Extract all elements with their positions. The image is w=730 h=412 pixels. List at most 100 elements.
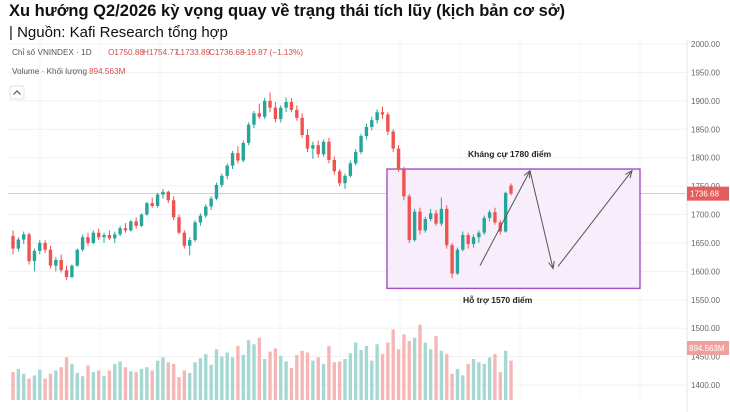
volume-bar [166, 362, 170, 400]
volume-bar [461, 375, 465, 400]
candle-body [364, 126, 369, 137]
y-tick-label: 1800.00 [691, 154, 720, 163]
candle-body [86, 237, 90, 243]
candle-body [171, 200, 176, 218]
volume-bar [503, 350, 508, 400]
candle-body [91, 232, 96, 243]
candle-body [386, 114, 390, 132]
candle-body [503, 192, 508, 232]
candle-body [22, 234, 26, 240]
volume-bar [305, 352, 310, 400]
candle-body [455, 249, 460, 274]
volume-bar [86, 365, 90, 400]
volume-bar [354, 342, 358, 400]
volume-bar [113, 363, 117, 400]
volume-bar [54, 370, 58, 400]
candle-body [380, 112, 385, 115]
candle-body [461, 234, 465, 250]
volume-bar [418, 324, 422, 400]
candle-body [509, 185, 513, 194]
candle-body [370, 120, 374, 127]
volume-bar [177, 377, 181, 400]
candle-body [59, 259, 63, 271]
candle-body [64, 270, 69, 278]
legend-open: O1750.88 [108, 48, 144, 57]
candle-body [193, 222, 197, 241]
candle-body [279, 107, 283, 120]
volume-bar [161, 357, 165, 400]
volume-bar [493, 354, 497, 400]
volume-bar [198, 358, 203, 400]
candle-body [295, 109, 299, 118]
volume-bar [246, 340, 251, 400]
volume-bar [284, 361, 288, 400]
legend-close: C1736.68 [209, 48, 245, 57]
volume-bar [471, 359, 476, 400]
candle-body [332, 159, 336, 172]
volume-bar [375, 344, 379, 400]
candle-body [11, 236, 15, 249]
volume-bar [262, 359, 267, 400]
legend-high: H1754.77 [143, 48, 179, 57]
candle-body [230, 153, 235, 166]
legend-low: L1733.89 [176, 48, 211, 57]
volume-bar [359, 349, 363, 400]
support-label: Hỗ trợ 1570 điểm [463, 295, 533, 305]
volume-bar [386, 342, 390, 400]
candle-body [16, 239, 21, 249]
candle-body [262, 100, 267, 117]
candle-body [32, 250, 37, 262]
candle-body [450, 245, 454, 274]
volume-bar [241, 354, 245, 400]
collapse-legend-button[interactable] [9, 85, 25, 100]
volume-bar [321, 363, 326, 400]
volume-bar [171, 363, 176, 400]
volume-bar [134, 372, 138, 400]
last-price-tag: 1736.68 [687, 186, 729, 201]
volume-bar [445, 354, 449, 400]
arrow-up-to-resistance [479, 171, 530, 266]
candle-body [198, 215, 203, 223]
volume-bar [59, 367, 63, 400]
arrow-down-to-support [529, 170, 553, 269]
volume-bar [466, 363, 470, 400]
y-tick-label: 1750.00 [691, 182, 720, 191]
candle-body [220, 175, 224, 185]
volume-bar [64, 357, 69, 400]
volume-bar [268, 351, 272, 400]
legend-change: −19.87 (−1.13%) [242, 48, 303, 57]
y-tick-label: 1900.00 [691, 97, 720, 106]
candle-body [161, 191, 165, 195]
volume-bar [364, 345, 369, 400]
consolidation-zone [386, 168, 641, 290]
candle-body [38, 242, 42, 251]
candle-body [129, 221, 133, 231]
candle-body [337, 171, 342, 184]
candle-body [96, 232, 101, 238]
y-tick-label: 1400.00 [691, 381, 720, 390]
candle-body [428, 213, 433, 220]
candle-body [113, 234, 117, 239]
volume-bar [102, 376, 106, 400]
legend-volume-value: 894.563M [89, 67, 126, 76]
volume-bar [343, 359, 347, 400]
volume-bar [107, 370, 112, 400]
volume-bar [209, 364, 213, 400]
volume-bar [11, 372, 15, 400]
candle-body [434, 213, 438, 224]
volume-bar [16, 368, 21, 400]
candle-body [305, 134, 310, 149]
candle-body [354, 151, 358, 164]
volume-bar [311, 360, 315, 400]
last-volume-label: 894.563M [689, 344, 725, 353]
volume-bar [43, 378, 47, 400]
volume-bar [182, 370, 187, 400]
candle-body [466, 234, 470, 245]
y-tick-label: 1600.00 [691, 267, 720, 276]
candle-body [43, 242, 47, 250]
volume-bar [300, 350, 304, 400]
volume-bar [487, 357, 492, 400]
volume-bar [327, 345, 331, 400]
candle-body [289, 101, 294, 110]
